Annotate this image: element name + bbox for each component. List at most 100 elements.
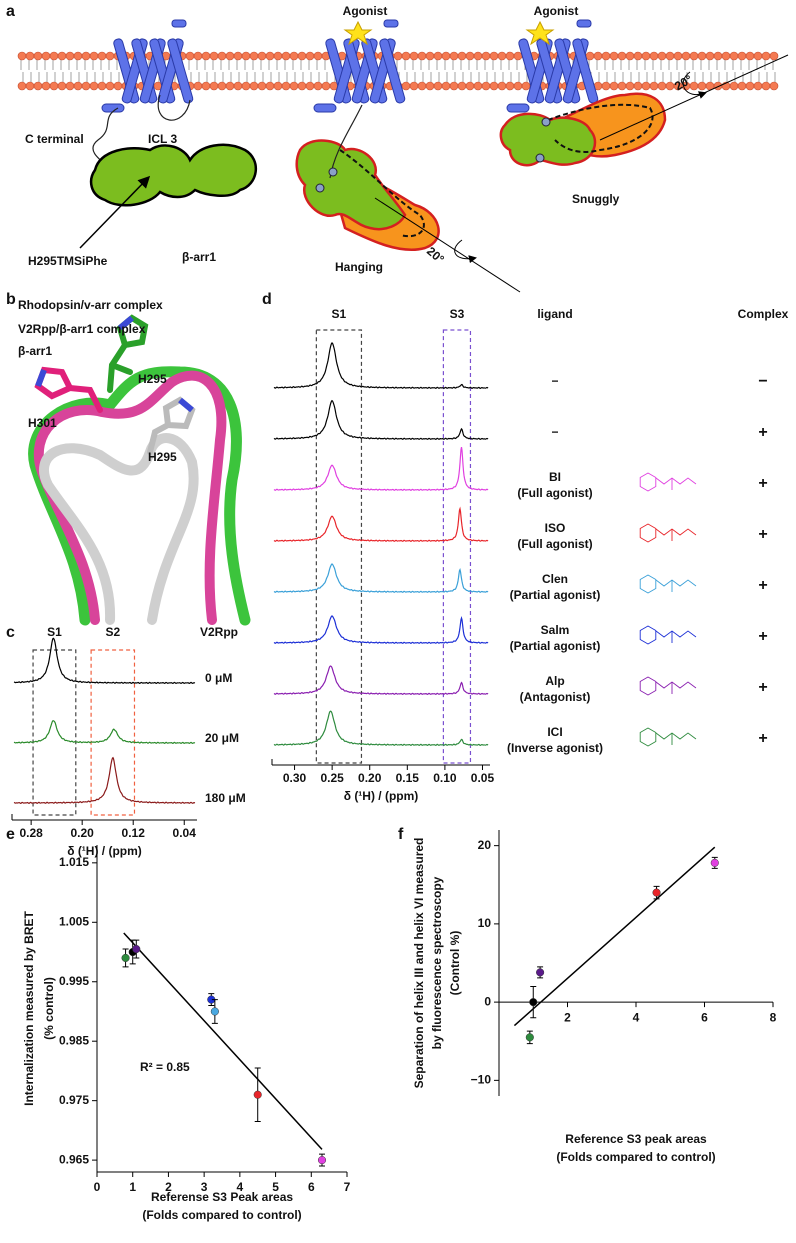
x-tick-label: 4 [633, 1010, 640, 1024]
state-label: Hanging [335, 260, 383, 274]
region-label: S2 [105, 625, 120, 639]
panel-a: a Agonist Agonist C terminal ICL 3 H295T… [6, 3, 789, 293]
lipid-head [225, 81, 235, 91]
lipid-head [489, 51, 499, 61]
lipid-head [473, 51, 483, 61]
ligand-ring [639, 625, 657, 645]
lipid-head [625, 81, 635, 91]
lipid-head [321, 81, 331, 91]
agonist-star [343, 20, 373, 46]
lipid-head [745, 81, 755, 91]
x-axis-title: (Folds compared to control) [556, 1150, 715, 1164]
green-tube [28, 366, 251, 626]
panel-label: b [6, 291, 16, 308]
complex-sign: + [758, 628, 767, 645]
lipid-head [481, 81, 491, 91]
complex-sign: + [758, 577, 767, 594]
y-tick-label: 0.985 [59, 1033, 89, 1047]
x-axis-title: δ (¹H) / (ppm) [344, 789, 419, 803]
contact-dot [328, 167, 338, 177]
ligand-role: (Partial agonist) [510, 639, 601, 653]
lipid-head [409, 81, 419, 91]
region-box [32, 649, 77, 816]
lipid-head [457, 81, 467, 91]
x-tick-label: 0.28 [19, 826, 43, 840]
lipid-head [769, 51, 779, 61]
lipid-head [41, 81, 51, 91]
x-tick-label: 0.20 [358, 771, 382, 785]
lipid-head [393, 51, 403, 61]
x-tick-label: 0 [94, 1180, 101, 1194]
lipid-head [457, 51, 467, 61]
y-axis-title: Internalization measured by BRET [22, 910, 36, 1105]
n-term-helix [576, 19, 592, 28]
n-term-helix [383, 19, 399, 28]
complex-sign: − [758, 373, 767, 390]
ligand-chain [655, 528, 697, 536]
lipid-head [449, 81, 459, 91]
lipid-head [41, 51, 51, 61]
lipid-head [713, 51, 723, 61]
spectrum-trace [273, 506, 489, 542]
lipid-head [449, 51, 459, 61]
lipid-head [209, 81, 219, 91]
region-box [90, 649, 136, 816]
ligand-ring [639, 676, 657, 696]
x-tick-label: 0.12 [122, 826, 146, 840]
x-axis-title: Referense S3 Peak areas [151, 1190, 293, 1204]
lipid-head [633, 51, 643, 61]
lipid-head [633, 81, 643, 91]
lipid-head [657, 51, 667, 61]
lipid-head [761, 51, 771, 61]
ligand-role: (Partial agonist) [510, 588, 601, 602]
lipid-head [649, 81, 659, 91]
data-point [529, 998, 538, 1007]
x-axis-title: δ (¹H) / (ppm) [67, 844, 142, 858]
y-tick-label: 0 [484, 994, 491, 1008]
lipid-head [89, 51, 99, 61]
data-point [652, 888, 661, 897]
lipid-head [113, 81, 123, 91]
side-chain [67, 385, 103, 413]
side-chain [107, 342, 133, 393]
panel-label: c [6, 624, 15, 641]
ligand-ring [639, 523, 657, 543]
lipid-head [697, 81, 707, 91]
rotation-label: 20° [672, 72, 695, 93]
x-axis-title: Reference S3 peak areas [565, 1132, 707, 1146]
spectrum-trace [13, 756, 196, 804]
lipid-head [761, 81, 771, 91]
n-term-helix [171, 19, 187, 28]
lipid-head [273, 51, 283, 61]
lipid-head [737, 51, 747, 61]
ligand-ring [639, 574, 657, 594]
lipid-head [17, 51, 27, 61]
trend-line [513, 846, 716, 1027]
lipid-head [65, 51, 75, 61]
lipid-head [601, 81, 611, 91]
lipid-head [201, 51, 211, 61]
data-point [121, 953, 130, 963]
x-tick-label: 3 [201, 1180, 208, 1194]
lipid-head [713, 81, 723, 91]
lipid-head [505, 81, 515, 91]
contact-dot [315, 183, 325, 193]
lipid-head [441, 51, 451, 61]
lipid-head [65, 81, 75, 91]
x-tick-label: 8 [770, 1010, 777, 1024]
side-chains [34, 314, 196, 455]
lipid-head [89, 81, 99, 91]
lipid-head [265, 51, 275, 61]
contact-dot [541, 117, 551, 127]
y-tick-label: 1.005 [59, 914, 89, 928]
side-chain [147, 422, 171, 455]
x-axis-title: (Folds compared to control) [142, 1208, 301, 1222]
nitrogen [35, 368, 47, 388]
nitrogen [118, 315, 134, 331]
lipid-head [481, 51, 491, 61]
legend-entry: β-arr1 [18, 344, 52, 358]
x-tick-label: 6 [701, 1010, 708, 1024]
gray-tube [39, 433, 199, 625]
helix [379, 38, 406, 104]
y-tick-label: 0.995 [59, 974, 89, 988]
